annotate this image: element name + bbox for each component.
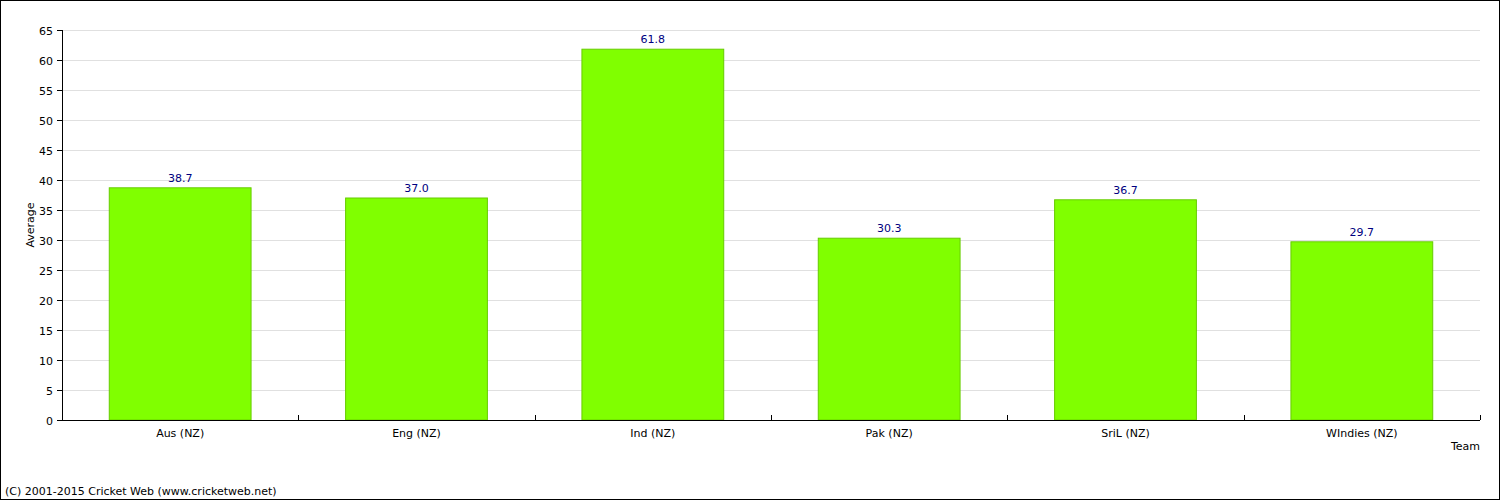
y-tick-label: 20 bbox=[39, 295, 53, 308]
grid bbox=[62, 31, 1480, 421]
x-tick-label: SriL (NZ) bbox=[1101, 427, 1150, 440]
category-separator bbox=[298, 415, 299, 420]
y-tick-label: 5 bbox=[46, 385, 53, 398]
grid-line bbox=[62, 60, 1480, 61]
bar bbox=[1055, 200, 1197, 420]
y-tick-label: 45 bbox=[39, 145, 53, 158]
y-tick-label: 0 bbox=[46, 415, 53, 428]
y-tick-label: 25 bbox=[39, 265, 53, 278]
x-tick-label: Eng (NZ) bbox=[392, 427, 441, 440]
data-labels: 38.7 37.0 61.8 30.3 36.7 29.7 bbox=[168, 33, 1374, 239]
y-tick bbox=[57, 60, 62, 61]
category-separator bbox=[1244, 415, 1245, 420]
bar bbox=[818, 238, 960, 420]
y-tick bbox=[57, 360, 62, 361]
x-tick-label: WIndies (NZ) bbox=[1326, 427, 1397, 440]
y-tick bbox=[57, 390, 62, 391]
x-tick-label: Ind (NZ) bbox=[630, 427, 675, 440]
grid-line bbox=[62, 210, 1480, 211]
y-tick bbox=[57, 240, 62, 241]
y-tick-label: 10 bbox=[39, 355, 53, 368]
category-separator bbox=[535, 415, 536, 420]
bars bbox=[109, 49, 1432, 420]
y-tick-label: 30 bbox=[39, 235, 53, 248]
data-label: 38.7 bbox=[168, 172, 193, 185]
grid-line bbox=[62, 240, 1480, 241]
category-separator bbox=[1007, 415, 1008, 420]
y-tick bbox=[57, 150, 62, 151]
grid-line bbox=[62, 150, 1480, 151]
bar bbox=[346, 198, 488, 420]
background bbox=[1, 1, 1500, 500]
y-tick-label: 15 bbox=[39, 325, 53, 338]
y-tick-label: 55 bbox=[39, 85, 53, 98]
grid-line bbox=[62, 270, 1480, 271]
y-tick bbox=[57, 420, 62, 421]
y-tick bbox=[57, 30, 62, 31]
y-tick bbox=[57, 210, 62, 211]
x-axis bbox=[62, 420, 1480, 421]
chart: 0 5 10 15 20 25 30 35 40 45 50 55 60 65 Aus (NZ) Eng (N… bbox=[0, 0, 1500, 500]
category-separator bbox=[1480, 415, 1481, 420]
data-label: 36.7 bbox=[1113, 184, 1138, 197]
data-label: 61.8 bbox=[641, 33, 666, 46]
data-label: 30.3 bbox=[877, 222, 902, 235]
annotation: (C) 2001-2015 Cricket Web (www.cricketwe… bbox=[5, 485, 277, 498]
y-tick-label: 65 bbox=[39, 25, 53, 38]
y-tick bbox=[57, 330, 62, 331]
grid-line bbox=[62, 180, 1480, 181]
x-tick-label: Aus (NZ) bbox=[156, 427, 204, 440]
grid-line bbox=[62, 360, 1480, 361]
y-tick bbox=[57, 180, 62, 181]
axes: 0 5 10 15 20 25 30 35 40 45 50 55 60 65 Aus (NZ) Eng (N… bbox=[39, 25, 1481, 441]
y-axis bbox=[62, 30, 63, 420]
grid-line bbox=[62, 30, 1480, 31]
y-tick-label: 35 bbox=[39, 205, 53, 218]
grid-line bbox=[62, 330, 1480, 331]
y-tick bbox=[57, 270, 62, 271]
y-tick-label: 60 bbox=[39, 55, 53, 68]
grid-line bbox=[62, 420, 1480, 421]
y-tick-label: 50 bbox=[39, 115, 53, 128]
grid-line bbox=[62, 390, 1480, 391]
data-label: 29.7 bbox=[1350, 226, 1375, 239]
grid-line bbox=[62, 90, 1480, 91]
y-tick bbox=[57, 90, 62, 91]
x-axis-label: Team bbox=[1450, 440, 1480, 453]
y-axis-label: Average bbox=[24, 202, 37, 247]
grid-line bbox=[62, 120, 1480, 121]
grid-line bbox=[62, 300, 1480, 301]
data-label: 37.0 bbox=[404, 182, 429, 195]
y-tick bbox=[57, 120, 62, 121]
bar bbox=[109, 188, 251, 420]
x-tick-label: Pak (NZ) bbox=[866, 427, 913, 440]
bar bbox=[582, 49, 724, 420]
y-tick bbox=[57, 300, 62, 301]
y-tick-label: 40 bbox=[39, 175, 53, 188]
bar bbox=[1291, 242, 1433, 420]
category-separator bbox=[771, 415, 772, 420]
